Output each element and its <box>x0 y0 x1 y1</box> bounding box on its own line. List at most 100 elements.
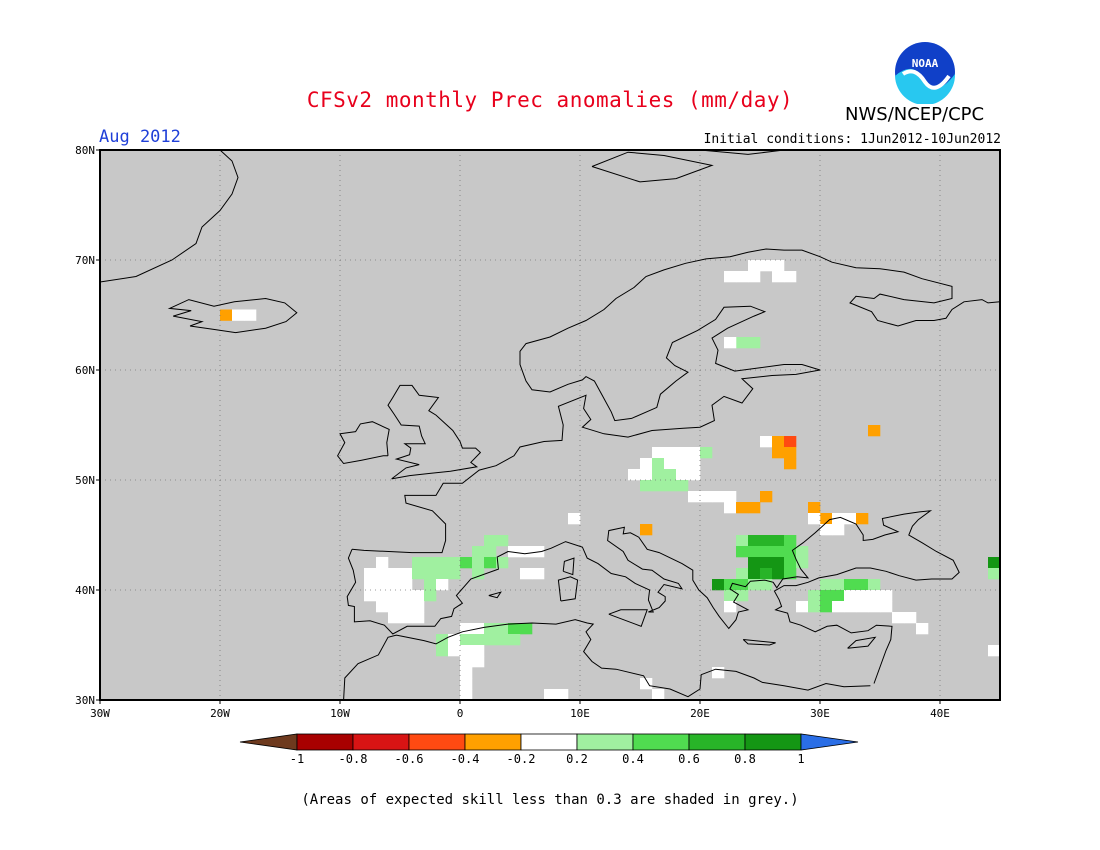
anomaly-cell <box>676 447 689 459</box>
anomaly-cell <box>688 458 701 470</box>
anomaly-cell <box>508 546 521 558</box>
anomaly-cell <box>748 271 761 283</box>
anomaly-cell <box>220 309 233 321</box>
anomaly-cell <box>712 491 725 503</box>
colorbar-swatch <box>744 733 802 751</box>
anomaly-cell <box>832 513 845 525</box>
anomaly-cell <box>664 480 677 492</box>
anomaly-cell <box>988 645 1000 657</box>
lon-tick-label: 30E <box>810 707 830 720</box>
footnote: (Areas of expected skill less than 0.3 a… <box>301 792 799 808</box>
anomaly-cell <box>820 524 833 536</box>
anomaly-cell <box>736 535 749 547</box>
anomaly-cell <box>436 568 449 580</box>
anomaly-cell <box>400 612 413 624</box>
coastline <box>742 639 776 646</box>
anomaly-cell <box>676 469 689 481</box>
anomaly-cell <box>772 271 785 283</box>
anomaly-cell <box>652 689 665 700</box>
colorbar-swatch <box>408 733 466 751</box>
anomaly-cell <box>856 590 869 602</box>
anomaly-cell <box>724 590 737 602</box>
anomaly-cell <box>388 579 401 591</box>
anomaly-cell <box>760 260 773 272</box>
colorbar-low-arrow <box>239 733 298 751</box>
anomaly-cell <box>892 612 905 624</box>
anomaly-cell <box>364 568 377 580</box>
anomaly-cell <box>460 656 473 668</box>
lon-tick-label: 20E <box>690 707 710 720</box>
anomaly-cell <box>988 557 1000 569</box>
anomaly-cell <box>484 535 497 547</box>
anomaly-cell <box>472 634 485 646</box>
anomaly-cell <box>832 601 845 613</box>
anomaly-cell <box>424 557 437 569</box>
anomaly-cell <box>784 458 797 470</box>
anomaly-cell <box>820 590 833 602</box>
anomaly-cell <box>724 337 737 349</box>
anomaly-cell <box>436 634 449 646</box>
anomaly-cell <box>388 612 401 624</box>
anomaly-cell <box>832 579 845 591</box>
anomaly-cell <box>772 260 785 272</box>
organization-label: NWS/NCEP/CPC <box>845 104 985 125</box>
anomaly-cell <box>676 480 689 492</box>
anomaly-cell <box>640 469 653 481</box>
anomaly-cell <box>748 568 761 580</box>
anomaly-cell <box>520 546 533 558</box>
colorbar-label: -1 <box>290 752 304 766</box>
anomaly-cell <box>724 271 737 283</box>
colorbar-swatch <box>352 733 410 751</box>
colorbar: -1 -0.8 -0.6 -0.4 -0.2 0.2 0.4 0.6 0.8 1 <box>239 733 859 766</box>
anomaly-cell <box>724 579 737 591</box>
anomaly-cell <box>748 260 761 272</box>
anomaly-cell <box>412 557 425 569</box>
anomaly-cell <box>664 458 677 470</box>
anomaly-cell <box>472 546 485 558</box>
anomaly-cell <box>688 491 701 503</box>
coastline <box>847 636 877 649</box>
anomaly-cell <box>544 689 557 700</box>
anomaly-cell <box>424 579 437 591</box>
anomaly-cell <box>448 557 461 569</box>
anomaly-cell <box>796 601 809 613</box>
anomaly-cell <box>700 447 713 459</box>
anomaly-cell <box>460 645 473 657</box>
anomaly-cell <box>376 557 389 569</box>
colorbar-swatch <box>688 733 746 751</box>
anomaly-cell <box>868 601 881 613</box>
no-skill-background <box>100 150 1000 700</box>
colorbar-swatch <box>464 733 522 751</box>
anomaly-cell <box>784 271 797 283</box>
coastline <box>562 557 575 576</box>
anomaly-cell <box>664 469 677 481</box>
colorbar-label: 1 <box>797 752 804 766</box>
anomaly-cell <box>400 568 413 580</box>
anomaly-cell <box>784 557 797 569</box>
anomaly-cell <box>448 634 461 646</box>
anomaly-cell <box>856 513 869 525</box>
anomaly-cell <box>808 590 821 602</box>
anomaly-cell <box>760 579 773 591</box>
coastlines <box>100 150 1000 700</box>
anomaly-cell <box>412 590 425 602</box>
colorbar-high-arrow <box>800 733 859 751</box>
anomaly-cell <box>436 579 449 591</box>
anomaly-cell <box>376 601 389 613</box>
anomaly-cell <box>640 458 653 470</box>
anomaly-cell <box>844 579 857 591</box>
anomaly-cell <box>688 469 701 481</box>
coastline <box>387 384 482 480</box>
anomaly-cell <box>868 579 881 591</box>
anomaly-cell <box>772 436 785 448</box>
colorbar-label: -0.8 <box>339 752 368 766</box>
map-plot-area <box>99 149 1001 701</box>
anomaly-cell <box>556 689 569 700</box>
anomaly-cell <box>568 513 581 525</box>
anomaly-cell <box>688 447 701 459</box>
anomaly-cell <box>460 634 473 646</box>
anomaly-cell <box>496 634 509 646</box>
chart-title: CFSv2 monthly Prec anomalies (mm/day) <box>306 88 794 112</box>
colorbar-label: -0.4 <box>451 752 480 766</box>
coastline <box>557 576 579 602</box>
